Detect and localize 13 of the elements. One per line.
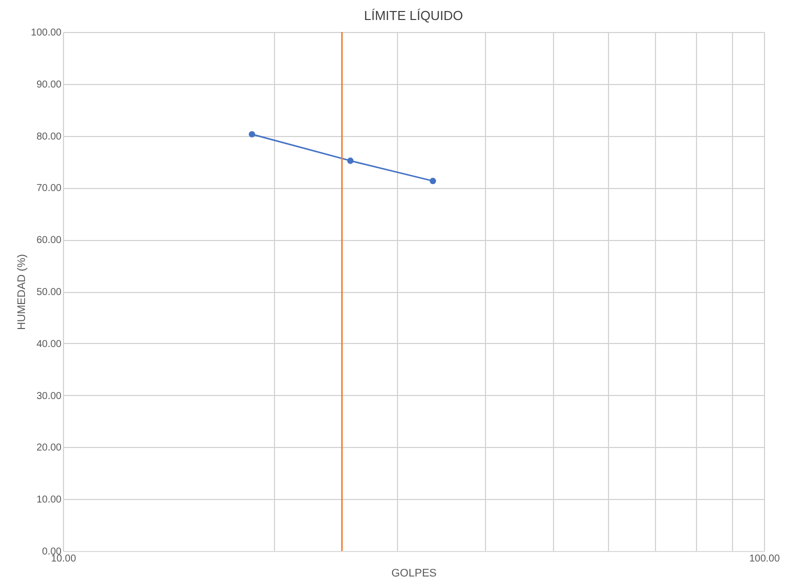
chart-title: LÍMITE LÍQUIDO — [364, 8, 463, 23]
y-tick-label: 80.00 — [36, 131, 62, 142]
y-tick-label: 90.00 — [36, 79, 62, 90]
y-tick-label: 100.00 — [30, 28, 62, 38]
y-tick-label: 10.00 — [36, 494, 62, 506]
y-tick-label: 20.00 — [36, 442, 62, 454]
y-tick-label: 40.00 — [36, 338, 62, 350]
y-tick-label: 30.00 — [36, 390, 62, 402]
y-tick-label: 70.00 — [36, 183, 62, 194]
y-axis-title: HUMEDAD (%) — [16, 254, 28, 330]
y-tick-label: 60.00 — [36, 235, 62, 246]
y-tick-label: 50.00 — [36, 287, 62, 298]
x-axis-title: GOLPES — [391, 568, 437, 580]
